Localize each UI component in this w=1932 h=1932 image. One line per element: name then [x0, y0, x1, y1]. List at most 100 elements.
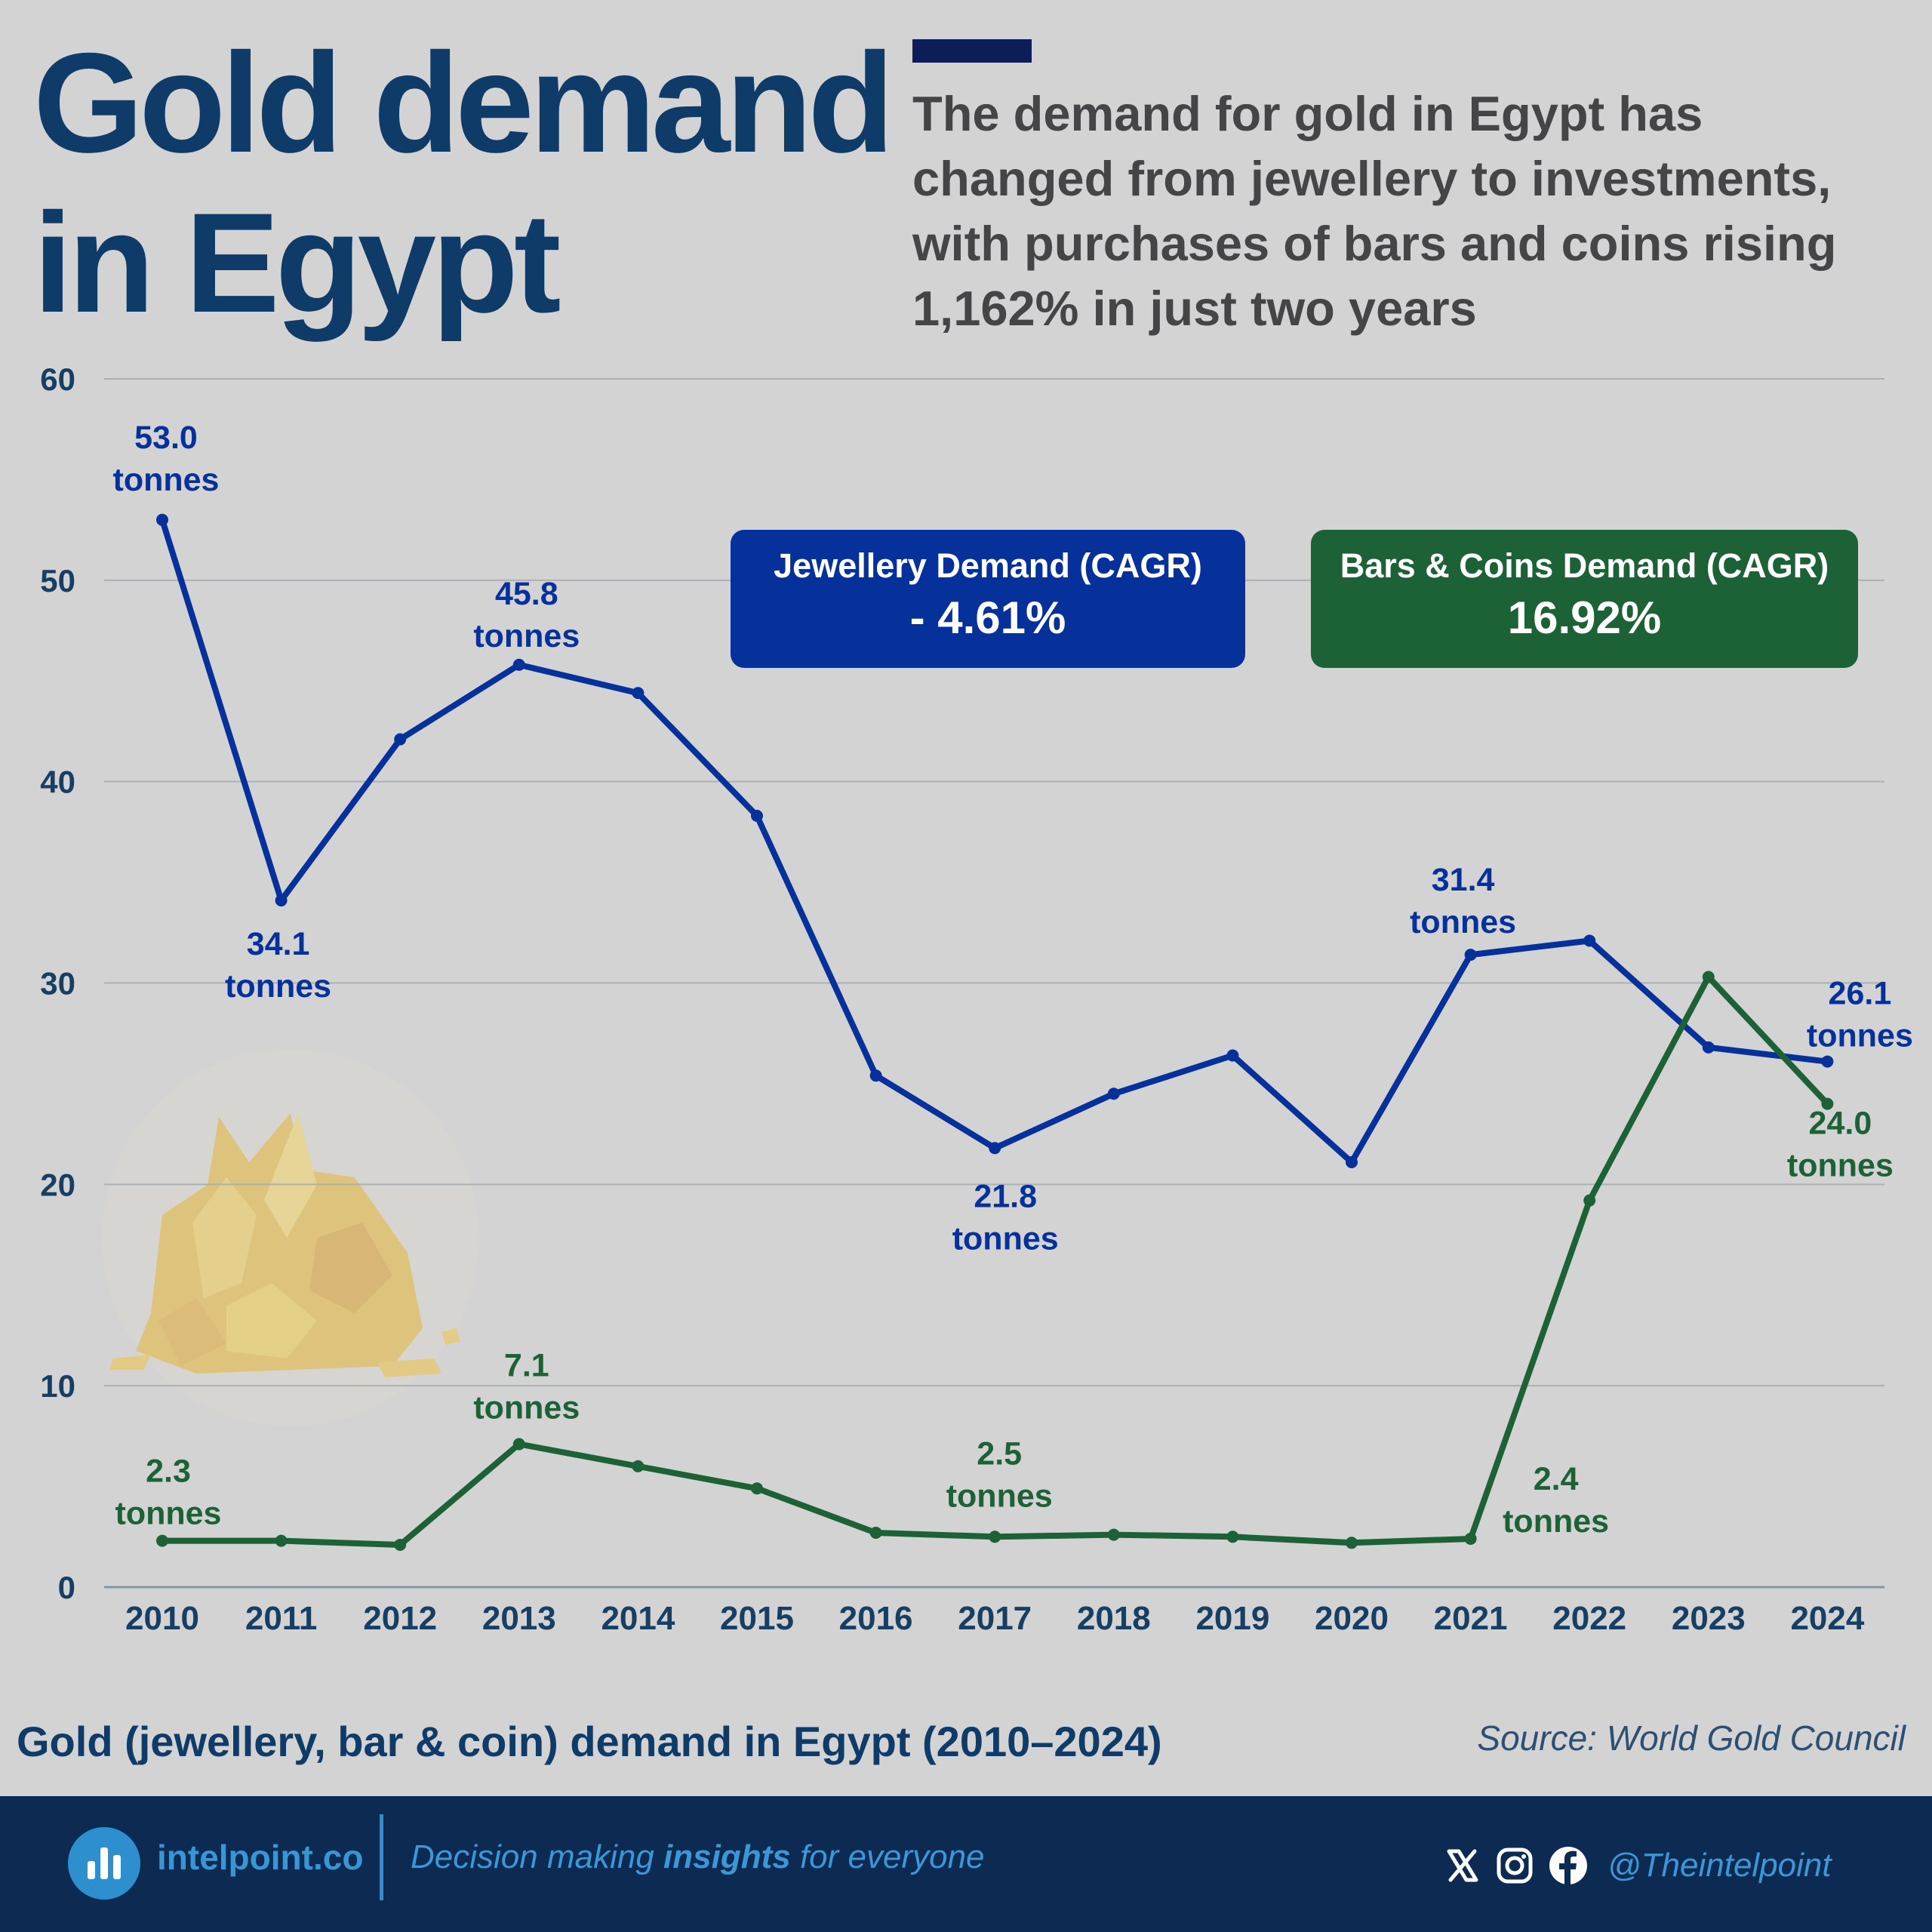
data-label-unit: tonnes: [113, 462, 220, 498]
instagram-icon[interactable]: [1496, 1847, 1534, 1884]
accent-bar: [912, 39, 1032, 63]
data-point: [275, 894, 288, 907]
y-tick-label: 10: [40, 1368, 75, 1404]
y-tick-label: 50: [40, 563, 75, 598]
cagr-value: 16.92%: [1507, 592, 1662, 643]
y-tick-label: 20: [40, 1167, 75, 1202]
series-jewellery: [156, 513, 1834, 1168]
data-label-value: 2.5: [977, 1435, 1022, 1472]
data-label-unit: tonnes: [115, 1496, 222, 1532]
x-tick-label: 2017: [958, 1600, 1032, 1637]
data-point: [632, 687, 645, 700]
data-point: [394, 1538, 407, 1551]
data-label: 45.8 tonnes: [473, 576, 580, 654]
data-label: 7.1 tonnes: [473, 1348, 580, 1426]
data-label: 2.4 tonnes: [1503, 1461, 1609, 1540]
x-tick-label: 2019: [1195, 1600, 1269, 1637]
data-label-value: 2.3: [146, 1454, 191, 1490]
page-title: Gold demand in Egypt: [33, 23, 894, 343]
data-point: [989, 1531, 1001, 1543]
data-label: 26.1 tonnes: [1807, 976, 1913, 1054]
brand-name[interactable]: intelpoint.co: [157, 1838, 364, 1877]
data-label: 24.0 tonnes: [1787, 1106, 1894, 1184]
intelpoint-logo-icon[interactable]: [68, 1827, 140, 1900]
data-label: 53.0 tonnes: [113, 420, 220, 498]
y-tick-label: 40: [40, 764, 75, 800]
title-line-1: Gold demand: [33, 23, 894, 182]
data-point: [869, 1069, 882, 1082]
data-point: [156, 513, 168, 526]
data-label-unit: tonnes: [946, 1478, 1053, 1514]
data-point: [1583, 1194, 1596, 1207]
data-point: [989, 1142, 1001, 1155]
data-point: [1226, 1049, 1239, 1062]
data-label-unit: tonnes: [1410, 904, 1516, 940]
x-tick-label: 2018: [1077, 1600, 1151, 1637]
data-point: [1464, 949, 1477, 961]
data-point: [1107, 1088, 1120, 1100]
data-point: [156, 1534, 168, 1547]
subtitle: The demand for gold in Egypt has changed…: [912, 86, 1837, 336]
data-label-value: 7.1: [504, 1348, 549, 1384]
data-label-unit: tonnes: [1503, 1503, 1609, 1540]
data-label-unit: tonnes: [1807, 1018, 1913, 1054]
footer-divider: [380, 1814, 383, 1900]
data-point: [1346, 1537, 1358, 1549]
source-note: Source: World Gold Council: [1477, 1718, 1906, 1758]
x-tick-label: 2023: [1672, 1600, 1746, 1637]
data-point: [1821, 1097, 1834, 1110]
data-label-unit: tonnes: [225, 968, 331, 1004]
y-axis: 0 10 20 30 40 50 60: [40, 361, 75, 1605]
data-label: 34.1 tonnes: [225, 926, 331, 1004]
data-label-value: 45.8: [495, 576, 558, 612]
data-point: [275, 1534, 288, 1547]
facebook-icon[interactable]: [1549, 1846, 1588, 1885]
chart-caption: Gold (jewellery, bar & coin) demand in E…: [17, 1718, 1162, 1765]
x-tick-label: 2021: [1434, 1600, 1508, 1637]
data-point: [1702, 971, 1715, 983]
x-tick-label: 2022: [1552, 1600, 1626, 1637]
data-point: [751, 810, 763, 823]
data-label-value: 34.1: [247, 926, 310, 962]
cagr-value: - 4.61%: [909, 592, 1066, 643]
tagline-start: Decision making: [411, 1838, 664, 1875]
data-label-value: 26.1: [1829, 976, 1892, 1012]
tagline-emphasis: insights: [663, 1838, 791, 1875]
social-handle[interactable]: @Theintelpoint: [1607, 1847, 1832, 1884]
x-axis: 2010 2011 2012 2013 2014 2015 2016 2017 2018 2019…: [125, 1600, 1865, 1637]
data-label-value: 24.0: [1809, 1106, 1872, 1142]
y-tick-label: 60: [40, 361, 75, 397]
title-line-2: in Egypt: [33, 183, 561, 342]
data-point: [1702, 1041, 1715, 1054]
data-point: [632, 1460, 645, 1472]
data-point: [1346, 1155, 1358, 1168]
x-tick-label: 2020: [1315, 1600, 1389, 1637]
x-tick-label: 2024: [1790, 1600, 1864, 1637]
data-label-unit: tonnes: [473, 1390, 580, 1426]
data-label-unit: tonnes: [1787, 1148, 1894, 1184]
data-label: 31.4 tonnes: [1410, 862, 1516, 940]
footer-bar: intelpoint.co Decision making insights f…: [0, 1796, 1932, 1932]
cagr-label: Jewellery Demand (CAGR): [774, 546, 1202, 585]
social-links: @Theintelpoint: [1444, 1828, 1832, 1903]
data-point: [751, 1482, 763, 1495]
data-point: [1226, 1531, 1239, 1543]
x-tick-label: 2011: [245, 1600, 317, 1637]
x-tick-label: 2013: [482, 1600, 556, 1637]
cagr-callout-bars-coins: Bars & Coins Demand (CAGR) 16.92%: [1311, 530, 1858, 668]
cagr-label: Bars & Coins Demand (CAGR): [1340, 546, 1829, 585]
data-label-unit: tonnes: [952, 1220, 1059, 1257]
data-labels-layer: 53.0 tonnes 34.1 tonnes 45.8 tonnes 21.8 tonnes…: [113, 420, 1913, 1540]
cagr-callout-jewellery: Jewellery Demand (CAGR) - 4.61%: [731, 530, 1245, 668]
x-tick-label: 2012: [363, 1600, 437, 1637]
data-label-value: 21.8: [974, 1178, 1037, 1214]
x-tick-label: 2010: [125, 1600, 199, 1637]
x-tick-label: 2016: [839, 1600, 913, 1637]
x-tick-label: 2015: [720, 1600, 794, 1637]
series-layer: [156, 513, 1834, 1551]
x-icon[interactable]: [1444, 1847, 1481, 1884]
data-point: [512, 658, 525, 671]
data-point: [512, 1438, 525, 1451]
data-point: [394, 733, 407, 746]
